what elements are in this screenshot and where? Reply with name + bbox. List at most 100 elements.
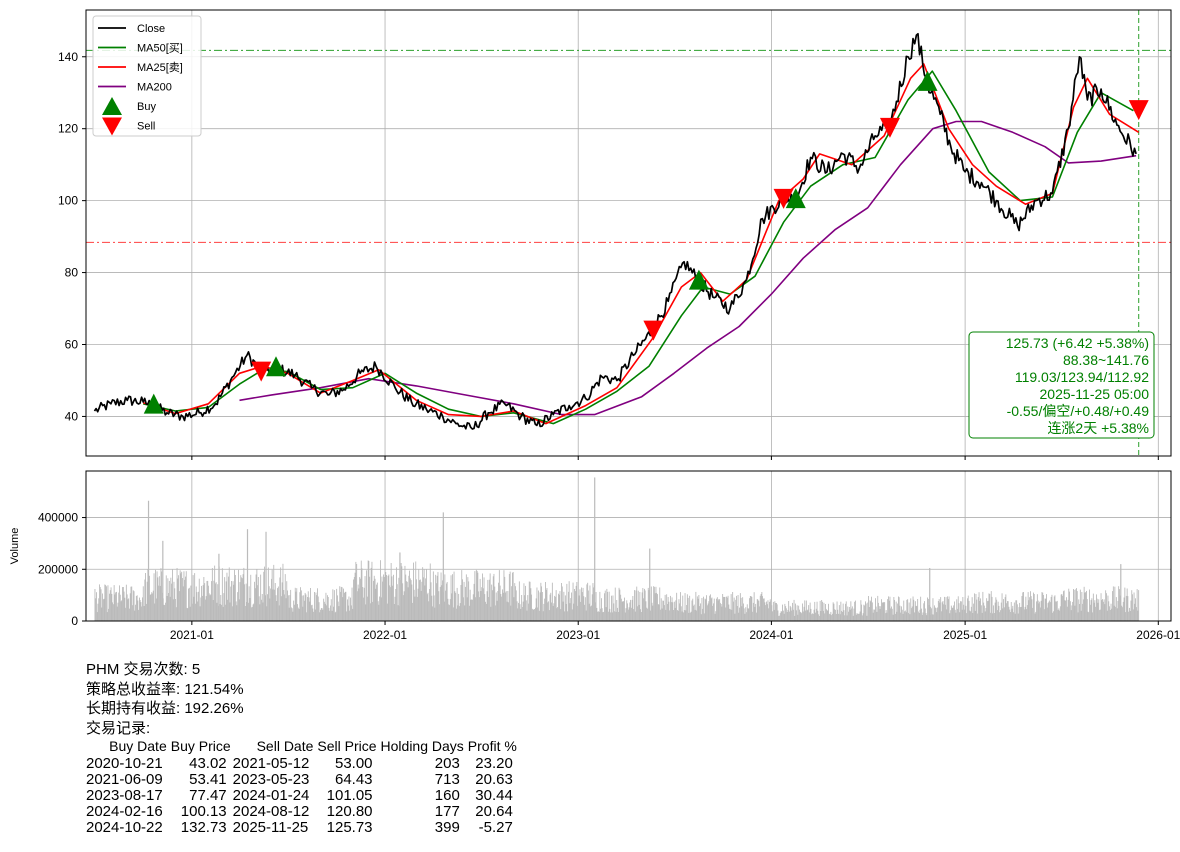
volume-bar xyxy=(749,598,750,621)
volume-bar xyxy=(440,572,442,621)
volume-bar xyxy=(224,577,226,621)
buy-price-cell: 43.02 xyxy=(189,755,227,772)
volume-bar xyxy=(559,591,561,621)
volume-bar xyxy=(241,577,242,621)
volume-bar xyxy=(482,573,483,621)
volume-bar xyxy=(792,602,793,621)
volume-bar xyxy=(640,612,642,621)
volume-bar xyxy=(806,610,808,621)
volume-bar xyxy=(449,599,451,621)
volume-bar xyxy=(617,607,618,621)
volume-bar xyxy=(1069,601,1071,621)
volume-bar xyxy=(439,586,441,621)
volume-bar xyxy=(875,598,876,621)
volume-bar xyxy=(964,609,965,621)
volume-bar xyxy=(975,594,977,621)
volume-bar xyxy=(663,600,664,621)
volume-bar xyxy=(395,589,397,621)
volume-bar xyxy=(271,578,272,621)
volume-bar xyxy=(547,602,549,621)
volume-bar xyxy=(723,596,724,621)
volume-bar xyxy=(289,595,291,621)
volume-bar xyxy=(459,603,461,621)
volume-bar xyxy=(1005,594,1007,621)
volume-bar xyxy=(790,607,792,621)
volume-bar xyxy=(518,602,519,621)
volume-bar xyxy=(316,595,318,621)
volume-bar xyxy=(1108,601,1110,621)
volume-bar xyxy=(484,594,486,621)
volume-bar xyxy=(773,609,775,621)
volume-bar xyxy=(769,599,771,621)
volume-bar xyxy=(621,601,623,621)
volume-bar xyxy=(575,585,577,621)
volume-bar xyxy=(554,596,556,621)
volume-bar xyxy=(631,599,633,621)
volume-bar xyxy=(272,589,274,621)
volume-bar xyxy=(244,606,246,621)
volume-bar xyxy=(335,611,337,621)
volume-bar xyxy=(923,603,925,621)
volume-bar xyxy=(357,584,359,621)
volume-bar xyxy=(540,582,542,621)
volume-bar xyxy=(134,610,136,621)
volume-bar xyxy=(314,609,316,621)
volume-bar xyxy=(591,605,592,621)
volume-bar xyxy=(853,608,855,621)
volume-bar xyxy=(444,574,446,621)
info-box-line: -0.55/偏空/+0.48/+0.49 xyxy=(1007,403,1150,419)
volume-bar xyxy=(260,574,262,621)
volume-bar xyxy=(198,578,200,621)
volume-bar xyxy=(388,574,390,621)
volume-bar xyxy=(389,587,391,621)
buy-date-cell: 2020-10-21 xyxy=(86,755,163,772)
volume-bar xyxy=(603,611,605,621)
volume-bar xyxy=(436,575,438,621)
volume-bar xyxy=(786,612,788,621)
volume-bar xyxy=(733,597,735,621)
volume-bar xyxy=(1008,606,1010,621)
volume-bar xyxy=(507,591,509,621)
volume-bar xyxy=(553,603,555,621)
volume-bar xyxy=(690,612,691,621)
volume-bar xyxy=(685,610,687,621)
volume-bar xyxy=(883,602,885,621)
volume-bar xyxy=(256,569,258,621)
volume-bar xyxy=(426,569,427,621)
volume-bar xyxy=(1094,600,1096,621)
volume-bar xyxy=(226,572,228,621)
volume-bar xyxy=(1045,598,1047,621)
volume-bar xyxy=(1079,604,1080,621)
volume-bar xyxy=(564,611,565,621)
volume-bar xyxy=(580,601,582,621)
volume-bar xyxy=(958,603,960,621)
volume-bar xyxy=(264,566,265,621)
volume-bar xyxy=(807,609,809,621)
volume-bar xyxy=(973,603,975,621)
volume-bar xyxy=(1049,602,1051,621)
volume-bar xyxy=(326,605,328,621)
volume-bar xyxy=(177,578,179,621)
volume-bar xyxy=(1011,608,1013,621)
volume-bar xyxy=(860,600,862,621)
volume-bar xyxy=(627,609,629,621)
volume-bar xyxy=(645,601,647,621)
volume-bar xyxy=(602,612,604,621)
volume-bar xyxy=(1026,609,1027,621)
volume-bar xyxy=(186,607,188,621)
volume-bar xyxy=(978,592,980,621)
volume-bar xyxy=(191,598,193,621)
volume-bar xyxy=(692,598,694,621)
volume-bar xyxy=(488,597,490,621)
volume-bar xyxy=(432,606,433,621)
volume-bar xyxy=(587,590,589,621)
volume-bar xyxy=(523,583,525,621)
volume-bar xyxy=(876,611,878,621)
volume-bar xyxy=(227,599,229,621)
volume-bar xyxy=(930,606,932,621)
volume-bar xyxy=(754,606,756,621)
volume-bar xyxy=(459,606,460,621)
volume-bar xyxy=(392,585,394,621)
volume-bar xyxy=(242,574,244,621)
volume-bar xyxy=(886,612,888,621)
